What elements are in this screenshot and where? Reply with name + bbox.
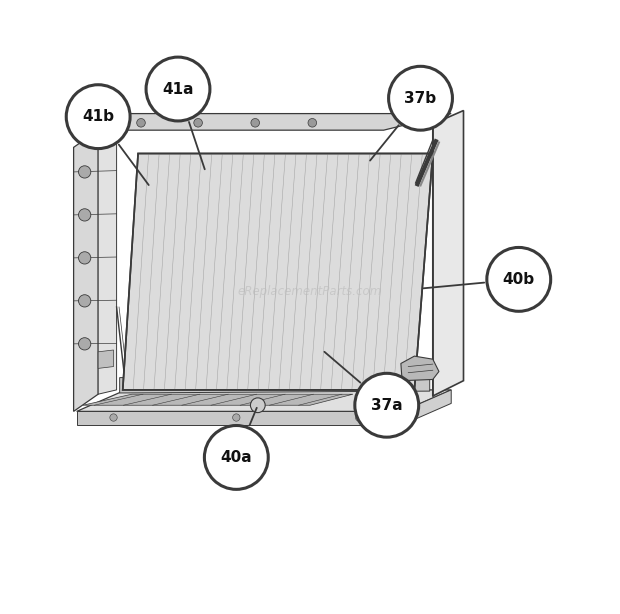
Text: 37b: 37b — [404, 91, 436, 106]
Circle shape — [110, 414, 117, 421]
Text: 41a: 41a — [162, 82, 193, 96]
Polygon shape — [120, 376, 430, 393]
Circle shape — [136, 119, 145, 127]
Polygon shape — [98, 114, 451, 130]
Polygon shape — [83, 394, 353, 405]
Circle shape — [308, 119, 317, 127]
Circle shape — [79, 295, 91, 307]
Polygon shape — [98, 350, 113, 368]
Circle shape — [79, 166, 91, 178]
Circle shape — [66, 85, 130, 149]
Text: 40b: 40b — [503, 272, 535, 287]
Circle shape — [251, 119, 260, 127]
Polygon shape — [98, 126, 117, 394]
Polygon shape — [402, 390, 451, 425]
Text: eReplacementParts.com: eReplacementParts.com — [238, 285, 382, 298]
Text: 37a: 37a — [371, 398, 402, 413]
Polygon shape — [77, 390, 451, 411]
Polygon shape — [77, 411, 402, 425]
Polygon shape — [123, 154, 433, 390]
Circle shape — [355, 373, 419, 437]
Text: 41b: 41b — [82, 109, 114, 124]
Circle shape — [232, 414, 240, 421]
Circle shape — [250, 398, 265, 413]
Circle shape — [205, 426, 268, 489]
Circle shape — [79, 338, 91, 350]
Circle shape — [389, 66, 453, 130]
Polygon shape — [433, 111, 464, 396]
Polygon shape — [401, 356, 439, 381]
Circle shape — [79, 252, 91, 264]
Circle shape — [79, 209, 91, 221]
Circle shape — [487, 247, 551, 311]
Text: 40a: 40a — [221, 450, 252, 465]
Circle shape — [194, 119, 202, 127]
Polygon shape — [74, 130, 98, 411]
Circle shape — [355, 414, 363, 421]
Circle shape — [146, 57, 210, 121]
